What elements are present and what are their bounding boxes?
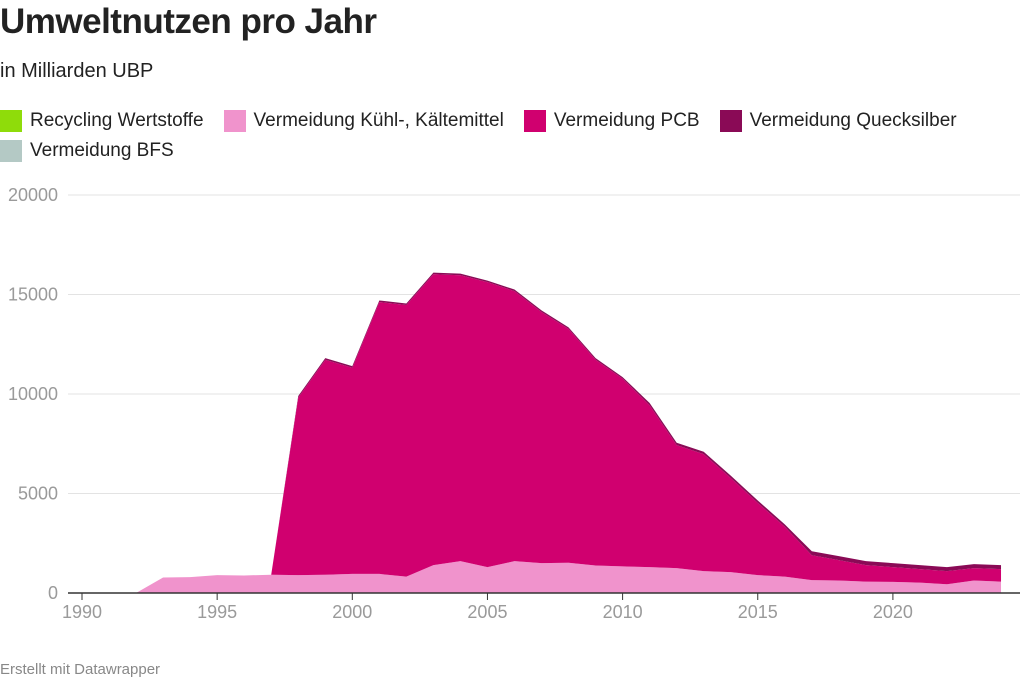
legend-item: Vermeidung PCB <box>523 108 700 134</box>
area-vermeidung-pcb <box>82 274 1002 593</box>
legend-label: Vermeidung PCB <box>553 110 700 131</box>
legend-label: Vermeidung Kühl-, Kältemittel <box>253 110 504 131</box>
x-tick-label: 2010 <box>603 602 643 622</box>
y-tick-label: 20000 <box>8 185 58 205</box>
y-tick-label: 0 <box>48 583 58 603</box>
x-tick-label: 2020 <box>873 602 913 622</box>
legend-label: Vermeidung Quecksilber <box>749 110 957 131</box>
legend-item: Vermeidung Quecksilber <box>719 108 957 134</box>
legend-swatch <box>223 110 246 132</box>
x-tick-label: 2015 <box>738 602 778 622</box>
legend-item: Recycling Wertstoffe <box>0 108 204 134</box>
legend-swatch <box>0 140 22 162</box>
area-vermeidung-k-hl-k-ltemittel <box>82 561 1002 593</box>
legend-swatch <box>523 110 546 132</box>
legend-swatch <box>719 110 742 132</box>
legend: Recycling Wertstoffe Vermeidung Kühl-, Kä… <box>0 108 1024 164</box>
chart-title: Umweltnutzen pro Jahr <box>0 2 377 41</box>
x-tick-label: 1990 <box>62 602 102 622</box>
y-tick-label: 5000 <box>18 484 58 504</box>
chart-subtitle: in Milliarden UBP <box>0 60 154 82</box>
x-tick-label: 2000 <box>332 602 372 622</box>
x-tick-label: 2005 <box>467 602 507 622</box>
legend-label: Vermeidung BFS <box>30 140 174 161</box>
legend-swatch <box>0 110 22 132</box>
area-vermeidung-quecksilber <box>82 272 1002 593</box>
legend-item: Vermeidung BFS <box>0 138 174 164</box>
legend-label: Recycling Wertstoffe <box>30 110 204 131</box>
x-tick-label: 1995 <box>197 602 237 622</box>
y-tick-label: 10000 <box>8 384 58 404</box>
y-tick-label: 15000 <box>8 285 58 305</box>
legend-item: Vermeidung Kühl-, Kältemittel <box>223 108 504 134</box>
footer-credit: Erstellt mit Datawrapper <box>0 661 161 678</box>
